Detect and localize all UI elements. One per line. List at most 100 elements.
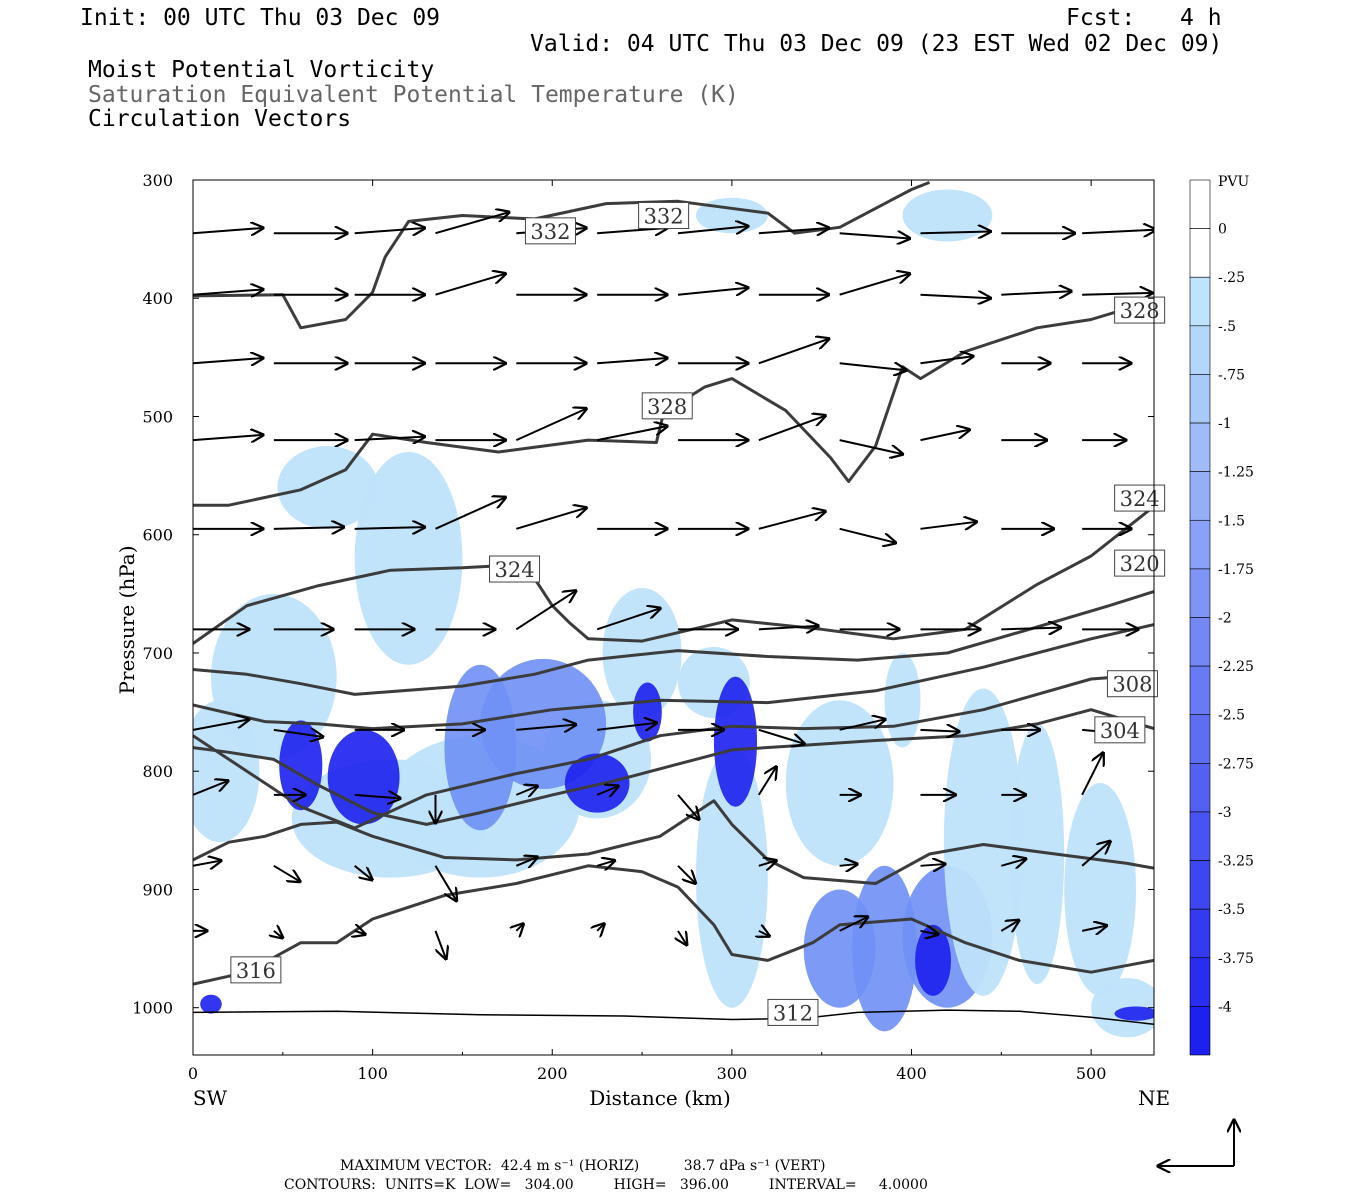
theta-e-contour-308-5 <box>193 672 1154 830</box>
circulation-vector-91 <box>193 781 228 796</box>
circulation-vector-118 <box>274 931 283 938</box>
pv-region-18 <box>1064 783 1137 996</box>
y-tick-label-500: 500 <box>142 407 173 426</box>
circulation-vector-124 <box>759 931 770 936</box>
circulation-vector-61 <box>920 522 976 529</box>
circulation-vector-13 <box>193 289 263 294</box>
circulation-vector-122 <box>597 924 604 931</box>
circulation-vector-127 <box>1000 920 1019 931</box>
contour-label-320: 320 <box>1120 552 1160 576</box>
circulation-vector-75 <box>1001 628 1061 630</box>
circulation-vector-8 <box>839 233 910 238</box>
circulation-vector-86 <box>839 719 886 731</box>
pv-region-27 <box>564 753 630 813</box>
valid-time: Valid: 04 UTC Thu 03 Dec 09 (23 EST Wed … <box>530 31 1223 57</box>
x-axis-left-end: SW <box>193 1086 228 1110</box>
colorbar-swatch-4 <box>1189 374 1211 424</box>
circulation-vector-82 <box>516 725 576 730</box>
circulation-vector-108 <box>515 857 537 866</box>
colorbar-swatch-2 <box>1189 276 1211 327</box>
circulation-vector-24 <box>1082 293 1152 295</box>
circulation-vector-98 <box>757 767 777 796</box>
colorbar-level-label-14: -3.5 <box>1218 902 1245 918</box>
circulation-vector-69 <box>515 591 576 631</box>
circulation-vector-44 <box>596 426 667 442</box>
contour-label-316: 316 <box>236 959 276 983</box>
y-tick-label-1000: 1000 <box>132 999 173 1018</box>
circulation-vector-106 <box>354 865 373 880</box>
colorbar-swatch-9 <box>1189 617 1211 667</box>
colorbar-level-label-6: -1.5 <box>1218 513 1245 529</box>
contour-label-box-7 <box>1106 670 1158 698</box>
y-tick-label-700: 700 <box>142 644 173 663</box>
colorbar-swatch-5 <box>1189 422 1211 472</box>
circulation-vector-85 <box>758 728 805 744</box>
contour-label-box-4 <box>1114 484 1166 512</box>
contour-label-312: 312 <box>773 1001 813 1025</box>
circulation-vector-109 <box>596 861 615 866</box>
x-tick-label-200: 200 <box>537 1064 568 1083</box>
theta-e-contour-304-6 <box>193 708 1154 826</box>
y-axis-label: Pressure (hPa) <box>115 546 139 695</box>
contour-label-box-10 <box>767 998 819 1026</box>
pv-region-16 <box>943 688 1023 996</box>
colorbar-swatch-13 <box>1189 811 1211 861</box>
circulation-vector-19 <box>677 288 748 295</box>
colorbar-swatch-17 <box>1189 1006 1211 1056</box>
colorbar-level-label-16: -4 <box>1218 999 1232 1015</box>
circulation-vector-116 <box>1161 864 1164 867</box>
circulation-vector-110 <box>677 865 696 884</box>
colorbar-swatch-0 <box>1189 179 1211 229</box>
contour-label-328: 328 <box>647 395 687 419</box>
colorbar-swatch-6 <box>1189 471 1211 521</box>
circulation-vector-47 <box>839 439 903 454</box>
colorbar-swatch-10 <box>1189 665 1211 716</box>
colorbar-level-label-5: -1.25 <box>1218 465 1254 481</box>
colorbar-swatch-14 <box>1189 860 1211 910</box>
y-tick-label-300: 300 <box>142 171 173 190</box>
contour-label-box-3 <box>641 392 693 420</box>
circulation-vector-31 <box>597 358 667 363</box>
contour-label-328: 328 <box>1120 299 1160 323</box>
circulation-vector-105 <box>273 864 300 882</box>
colorbar-level-label-3: -.75 <box>1218 367 1245 383</box>
circulation-vector-126 <box>920 931 938 935</box>
circulation-vector-96 <box>596 786 618 795</box>
reference-vector-icon <box>1158 1120 1234 1166</box>
colorbar-swatch-1 <box>1189 228 1211 278</box>
colorbar-unit: PVU <box>1218 174 1250 190</box>
pv-region-14 <box>852 865 917 1032</box>
x-tick-label-300: 300 <box>717 1064 748 1083</box>
max-vector-note: MAXIMUM VECTOR: 42.4 m s⁻¹ (HORIZ) 38.7 … <box>340 1158 826 1174</box>
contour-label-324: 324 <box>1120 487 1160 511</box>
circulation-vector-111 <box>758 861 777 866</box>
circulation-vector-129 <box>1161 929 1164 932</box>
y-tick-label-800: 800 <box>142 762 173 781</box>
colorbar-level-label-10: -2.5 <box>1218 708 1245 724</box>
contour-label-box-8 <box>1094 716 1146 744</box>
circulation-vector-54 <box>354 527 425 529</box>
circulation-vector-7 <box>758 228 829 233</box>
field-title-mpv: Moist Potential Vorticity <box>88 57 435 83</box>
colorbar-level-label-8: -2 <box>1218 611 1232 627</box>
circulation-vector-46 <box>758 416 826 442</box>
x-tick-label-400: 400 <box>896 1064 927 1083</box>
contour-label-332: 332 <box>644 204 684 228</box>
circulation-vector-39 <box>193 435 263 440</box>
circulation-vector-35 <box>920 356 973 363</box>
circulation-vector-121 <box>516 924 523 931</box>
x-tick-label-100: 100 <box>357 1064 388 1083</box>
circulation-vector-114 <box>1001 859 1026 866</box>
colorbar-level-label-11: -2.75 <box>1218 756 1254 772</box>
pv-region-29 <box>200 994 222 1014</box>
circulation-vector-107 <box>434 865 456 901</box>
circulation-vector-34 <box>839 363 907 370</box>
contour-label-box-5 <box>489 555 541 583</box>
circulation-vector-23 <box>1001 291 1071 295</box>
contour-label-308: 308 <box>1112 673 1152 697</box>
circulation-vector-55 <box>435 497 505 530</box>
contour-label-box-9 <box>230 956 282 984</box>
colorbar-level-label-4: -1 <box>1218 416 1232 432</box>
theta-e-contour-320-3 <box>193 590 1154 696</box>
circulation-vector-123 <box>678 930 687 945</box>
